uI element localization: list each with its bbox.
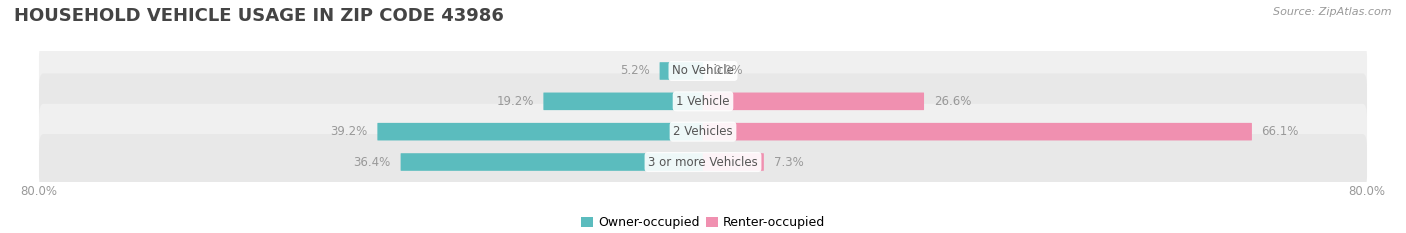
Legend: Owner-occupied, Renter-occupied: Owner-occupied, Renter-occupied (575, 211, 831, 233)
Text: 3 or more Vehicles: 3 or more Vehicles (648, 155, 758, 168)
FancyBboxPatch shape (703, 123, 1251, 140)
Text: 2 Vehicles: 2 Vehicles (673, 125, 733, 138)
Text: 0.0%: 0.0% (713, 65, 742, 78)
Text: 36.4%: 36.4% (354, 155, 391, 168)
Text: 39.2%: 39.2% (330, 125, 367, 138)
FancyBboxPatch shape (39, 43, 1367, 99)
Text: 7.3%: 7.3% (773, 155, 803, 168)
FancyBboxPatch shape (703, 153, 763, 171)
FancyBboxPatch shape (401, 153, 703, 171)
Text: Source: ZipAtlas.com: Source: ZipAtlas.com (1274, 7, 1392, 17)
FancyBboxPatch shape (39, 73, 1367, 129)
FancyBboxPatch shape (543, 93, 703, 110)
Text: 66.1%: 66.1% (1261, 125, 1299, 138)
FancyBboxPatch shape (703, 93, 924, 110)
Text: HOUSEHOLD VEHICLE USAGE IN ZIP CODE 43986: HOUSEHOLD VEHICLE USAGE IN ZIP CODE 4398… (14, 7, 503, 25)
Text: No Vehicle: No Vehicle (672, 65, 734, 78)
FancyBboxPatch shape (377, 123, 703, 140)
Text: 26.6%: 26.6% (934, 95, 972, 108)
FancyBboxPatch shape (39, 104, 1367, 160)
Text: 5.2%: 5.2% (620, 65, 650, 78)
Text: 19.2%: 19.2% (496, 95, 534, 108)
FancyBboxPatch shape (39, 134, 1367, 190)
FancyBboxPatch shape (659, 62, 703, 80)
Text: 1 Vehicle: 1 Vehicle (676, 95, 730, 108)
